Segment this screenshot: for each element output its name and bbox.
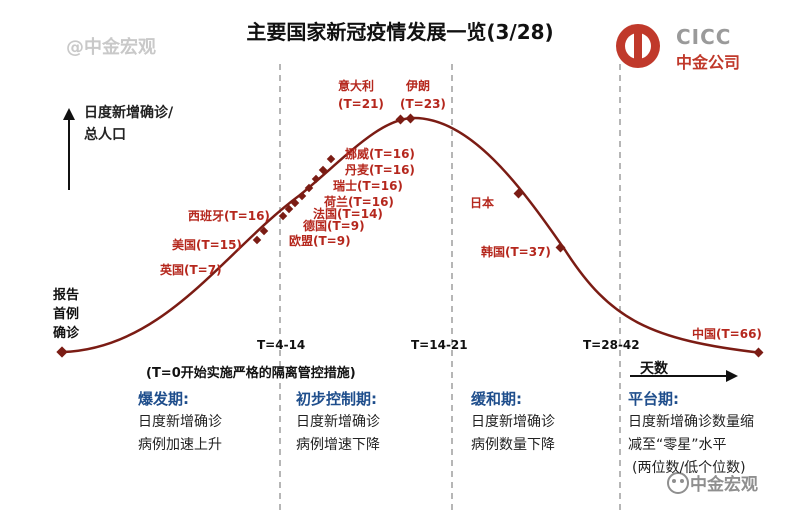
x-tick-28-42: T=28-42 [583, 338, 640, 352]
marker-germany [290, 198, 300, 208]
phase-3-desc-1: 日度新增确诊 [471, 414, 555, 430]
marker-norway [326, 154, 336, 164]
marker-iran [405, 113, 416, 124]
phase-3-name: 缓和期: [471, 390, 522, 408]
marker-korea [555, 242, 566, 253]
marker-japan [513, 188, 524, 199]
marker-first-case [56, 346, 68, 358]
label-us: 美国(T=15) [172, 238, 242, 252]
y-axis-label-line-2: 总人口 [84, 127, 126, 143]
quarantine-note: (T=0开始实施严格的隔离管控措施) [146, 366, 356, 381]
wechat-icon-dot [672, 479, 676, 483]
label-china: 中国(T=66) [692, 327, 762, 341]
y-axis-label-line-1: 日度新增确诊/ [84, 105, 174, 121]
cicc-logo-bar [634, 30, 642, 62]
phase-1-name: 爆发期: [138, 390, 189, 408]
marker-denmark [318, 165, 328, 175]
logo-en-text: CICC [676, 25, 732, 49]
label-netherlands: 荷兰(T=16) [324, 195, 394, 209]
label-iran-t: (T=23) [400, 97, 446, 111]
marker-spain [278, 211, 288, 221]
phase-1-desc-2: 病例加速上升 [138, 437, 222, 453]
label-korea: 韩国(T=37) [481, 245, 551, 259]
first-case-label-1: 报告 [53, 288, 80, 303]
label-italy: 意大利 [338, 79, 375, 93]
marker-eu [284, 204, 294, 214]
label-eu: 欧盟(T=9) [289, 234, 351, 248]
marker-netherlands [304, 183, 314, 193]
y-axis-arrow-head [63, 108, 75, 120]
page-title: 主要国家新冠疫情发展一览(3/28) [246, 20, 554, 44]
label-spain: 西班牙(T=16) [188, 209, 270, 223]
phase-3-desc-2: 病例数量下降 [471, 437, 555, 453]
label-italy-t: (T=21) [338, 97, 384, 111]
x-tick-4-14: T=4-14 [257, 338, 306, 352]
phase-4-desc-2: 减至“零星”水平 [628, 437, 727, 453]
watermark-text: @中金宏观 [66, 37, 156, 58]
label-denmark: 丹麦(T=16) [345, 163, 415, 177]
phase-2-name: 初步控制期: [296, 390, 377, 408]
cicc-logo: CICC 中金公司 [612, 20, 772, 72]
label-france: 法国(T=14) [313, 207, 383, 221]
marker-china [753, 347, 764, 358]
phase-4-desc-1: 日度新增确诊数量缩 [628, 414, 754, 430]
footer-watermark: 中金宏观 [690, 475, 758, 495]
marker-us [259, 226, 269, 236]
logo-cn-text: 中金公司 [676, 53, 741, 72]
marker-france [297, 191, 307, 201]
phase-2-desc-2: 病例增速下降 [296, 437, 380, 453]
first-case-label-2: 首例 [53, 307, 80, 322]
label-iran: 伊朗 [406, 79, 431, 93]
x-axis-label: 天数 [640, 361, 668, 377]
first-case-label-3: 确诊 [53, 326, 80, 341]
label-japan: 日本 [470, 196, 495, 210]
label-switzerland: 瑞士(T=16) [333, 179, 403, 193]
marker-switzerland [311, 174, 321, 184]
phase-4-name: 平台期: [628, 390, 679, 408]
phase-2-desc-1: 日度新增确诊 [296, 414, 380, 430]
x-axis-arrow-head [726, 370, 738, 382]
phase-4-desc-3: (两位数/低个位数) [632, 460, 746, 476]
wechat-icon-dot-2 [680, 479, 684, 483]
phase-1-desc-1: 日度新增确诊 [138, 414, 222, 430]
wechat-icon [667, 472, 689, 494]
x-tick-14-21: T=14-21 [411, 338, 468, 352]
marker-italy [395, 114, 406, 125]
label-germany: 德国(T=9) [303, 219, 365, 233]
marker-uk [252, 235, 262, 245]
label-norway: 挪威(T=16) [345, 147, 415, 161]
label-uk: 英国(T=7) [160, 263, 222, 277]
